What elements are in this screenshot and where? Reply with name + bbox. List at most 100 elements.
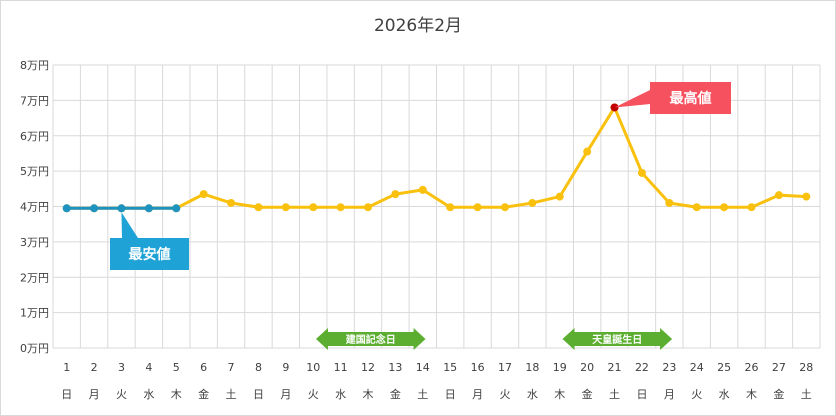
x-tick-weekday: 土 xyxy=(609,388,620,401)
x-tick-day: 13 xyxy=(388,361,402,374)
x-tick-weekday: 木 xyxy=(554,388,565,401)
x-tick-day: 26 xyxy=(745,361,759,374)
x-tick-weekday: 水 xyxy=(143,388,154,401)
y-tick-label: 7万円 xyxy=(20,94,49,107)
highest-callout-label: 最高値 xyxy=(670,90,712,107)
x-tick-day: 25 xyxy=(717,361,731,374)
holiday-layer: 建国記念日 天皇誕生日 xyxy=(315,328,673,350)
x-tick-weekday: 木 xyxy=(171,388,182,401)
x-tick-weekday: 月 xyxy=(89,388,100,401)
data-point xyxy=(473,203,482,212)
x-tick-weekday: 土 xyxy=(417,388,428,401)
data-point xyxy=(364,203,373,212)
x-tick-day: 11 xyxy=(334,361,348,374)
data-point xyxy=(90,204,99,213)
y-tick-label: 5万円 xyxy=(20,165,49,178)
data-point xyxy=(144,204,153,213)
x-tick-weekday: 金 xyxy=(198,387,209,401)
x-tick-weekday: 火 xyxy=(691,388,702,401)
x-tick-weekday: 土 xyxy=(801,388,812,401)
data-point xyxy=(281,203,290,212)
x-tick-day: 24 xyxy=(690,361,704,374)
x-tick-day: 8 xyxy=(255,361,262,374)
series-line xyxy=(66,105,807,210)
axis-layer: 0万円 1万円 2万円 3万円 4万円 5万円 6万円 7万円 8万円 1 日 2 月 3 火 4 水 5 木 6 金 7… xyxy=(20,59,813,401)
data-point xyxy=(172,204,181,213)
x-tick-day: 27 xyxy=(772,361,786,374)
x-tick-weekday: 月 xyxy=(664,388,675,401)
data-point xyxy=(747,203,756,212)
chart-title: 2026年2月 xyxy=(374,16,462,36)
data-point xyxy=(637,168,646,177)
callout-layer: 最安値 最高値 xyxy=(110,82,731,270)
x-tick-day: 17 xyxy=(498,361,512,374)
holiday-arrow xyxy=(315,328,426,350)
x-tick-weekday: 月 xyxy=(472,388,483,401)
data-point xyxy=(802,192,811,201)
lowest-callout-pointer xyxy=(121,212,138,238)
holiday-label: 天皇誕生日 xyxy=(592,333,642,346)
x-tick-day: 23 xyxy=(662,361,676,374)
highest-callout-box xyxy=(650,82,731,114)
data-point xyxy=(665,198,674,207)
data-point xyxy=(500,203,509,212)
highest-callout-pointer xyxy=(614,90,650,108)
x-tick-weekday: 金 xyxy=(773,387,784,401)
x-tick-day: 9 xyxy=(282,361,289,374)
x-tick-weekday: 木 xyxy=(746,388,757,401)
data-point xyxy=(199,190,208,199)
x-tick-weekday: 金 xyxy=(390,387,401,401)
x-tick-day: 3 xyxy=(118,361,125,374)
x-tick-day: 15 xyxy=(443,361,457,374)
x-tick-day: 22 xyxy=(635,361,649,374)
data-point xyxy=(309,203,318,212)
data-point xyxy=(774,191,783,200)
y-tick-label: 6万円 xyxy=(20,130,49,143)
data-point xyxy=(117,204,126,213)
data-point xyxy=(720,203,729,212)
x-tick-day: 18 xyxy=(525,361,539,374)
x-tick-day: 20 xyxy=(580,361,594,374)
x-tick-weekday: 火 xyxy=(308,388,319,401)
x-tick-weekday: 金 xyxy=(582,387,593,401)
x-tick-day: 14 xyxy=(416,361,430,374)
x-tick-day: 12 xyxy=(361,361,375,374)
x-tick-weekday: 木 xyxy=(363,388,374,401)
x-tick-day: 16 xyxy=(471,361,485,374)
y-tick-label: 1万円 xyxy=(20,307,49,320)
y-tick-label: 8万円 xyxy=(20,59,49,72)
x-tick-day: 21 xyxy=(608,361,622,374)
x-tick-day: 19 xyxy=(553,361,567,374)
x-tick-day: 7 xyxy=(228,361,235,374)
y-tick-label: 4万円 xyxy=(20,201,49,214)
x-tick-day: 5 xyxy=(173,361,180,374)
data-point xyxy=(62,204,71,213)
data-point xyxy=(336,203,345,212)
x-tick-weekday: 土 xyxy=(226,388,237,401)
x-tick-weekday: 水 xyxy=(335,388,346,401)
y-tick-label: 2万円 xyxy=(20,271,49,284)
data-point xyxy=(391,190,400,199)
lowest-callout-label: 最安値 xyxy=(129,246,171,263)
data-point xyxy=(254,203,263,212)
y-tick-label: 0万円 xyxy=(20,342,49,355)
y-tick-label: 3万円 xyxy=(20,236,49,249)
holiday-arrow xyxy=(562,328,673,350)
x-tick-weekday: 月 xyxy=(280,388,291,401)
x-tick-day: 6 xyxy=(200,361,207,374)
x-tick-weekday: 日 xyxy=(61,388,72,401)
x-tick-day: 1 xyxy=(63,361,70,374)
x-tick-weekday: 水 xyxy=(719,388,730,401)
x-tick-weekday: 火 xyxy=(116,388,127,401)
lowest-callout-box xyxy=(110,238,189,270)
data-point xyxy=(555,192,564,201)
data-point xyxy=(692,203,701,212)
data-point xyxy=(583,147,592,156)
data-point xyxy=(418,185,427,194)
x-tick-day: 10 xyxy=(306,361,320,374)
x-tick-weekday: 日 xyxy=(445,388,456,401)
x-tick-day: 4 xyxy=(145,361,152,374)
data-point xyxy=(446,203,455,212)
